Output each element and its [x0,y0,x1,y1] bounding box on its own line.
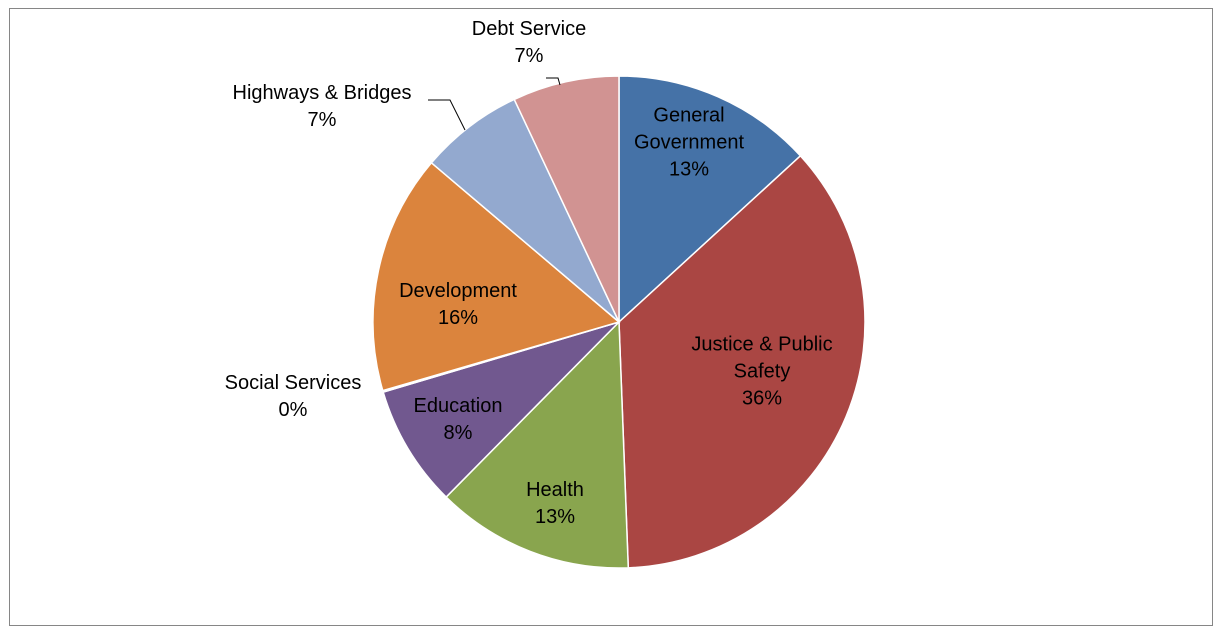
data-label-percent: 0% [279,399,308,421]
data-label: Justice & Public Safety 36% [691,333,832,409]
data-label-percent: 16% [438,307,478,329]
leader-line [546,77,561,86]
data-label-percent: 13% [669,158,709,180]
pie-slice-highways-bridges [430,98,620,323]
data-label-category: Highways & Bridges [233,82,412,104]
pie-slice-debt-service [513,75,620,323]
data-label: Health 13% [526,479,584,528]
data-label: Debt Service 7% [472,18,587,67]
data-label-percent: 13% [535,506,575,528]
data-label-percent: 7% [308,109,337,131]
data-label-percent: 8% [444,422,473,444]
leader-line [428,99,466,131]
pie-slice-general-government [618,75,802,324]
data-label-category: Debt Service [472,18,587,40]
data-label-category: Safety [734,360,791,382]
data-label: Social Services 0% [225,372,362,421]
pie-slice-development [372,161,621,392]
data-label: Development 16% [399,280,517,329]
data-label-category: Government [634,131,744,153]
data-label-category: Development [399,280,517,302]
pie-slices [372,75,866,569]
data-label: General Government 13% [634,104,744,180]
data-label-category: Social Services [225,372,362,394]
data-label: Education 8% [414,395,503,444]
data-label-category: Education [414,395,503,417]
data-labels: General Government 13% Justice & Public Safe… [225,18,833,528]
pie-slice-justice-public-safety [618,154,866,569]
leader-lines [428,77,561,131]
data-label-percent: 36% [742,387,782,409]
data-label-category: Justice & Public [691,333,832,355]
data-label-category: Health [526,479,584,501]
data-label-category: General [653,104,724,126]
data-label-percent: 7% [515,45,544,67]
pie-slice-education [382,321,620,499]
pie-slice-health [445,320,630,569]
data-label: Highways & Bridges 7% [233,82,412,131]
